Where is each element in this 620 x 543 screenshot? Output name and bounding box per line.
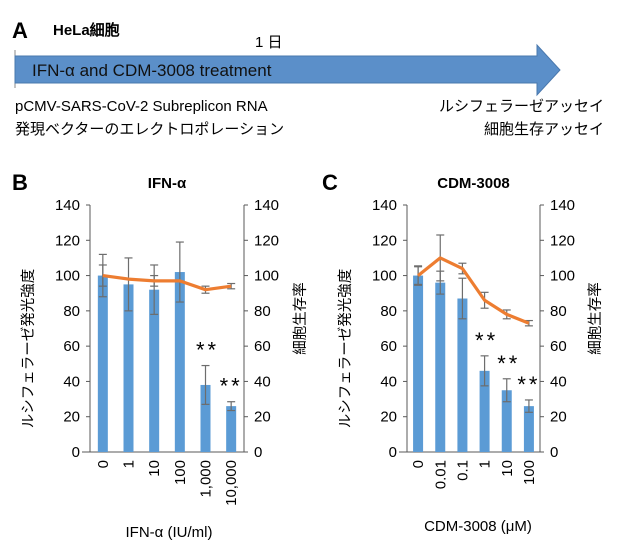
left-tick-label: 40 — [63, 373, 80, 390]
left-tick-label: 40 — [380, 373, 397, 390]
x-tick-label: 0 — [95, 460, 112, 468]
left-tick-label: 80 — [380, 303, 397, 320]
left-tick-label: 140 — [55, 197, 80, 214]
bar — [435, 282, 446, 452]
cell-line-label: HeLa細胞 — [53, 21, 120, 39]
duration-label: 1 日 — [255, 34, 283, 51]
right-tick-label: 40 — [550, 373, 567, 390]
x-tick-label: 0.1 — [454, 460, 471, 481]
chart-title: CDM-3008 — [437, 175, 510, 192]
panel-label: C — [322, 170, 338, 195]
left-note-line-1: pCMV-SARS-CoV-2 Subreplicon RNA — [15, 98, 268, 115]
bar — [501, 390, 512, 452]
right-note-line-2: 細胞生存アッセイ — [484, 121, 604, 138]
left-y-axis-label: ルシフェラーゼ発光強度 — [20, 269, 37, 429]
left-tick-label: 0 — [389, 444, 397, 461]
left-tick-label: 60 — [63, 338, 80, 355]
panel-label: B — [12, 170, 28, 195]
bar — [523, 406, 534, 452]
left-tick-label: 80 — [63, 303, 80, 320]
left-tick-label: 140 — [372, 197, 397, 214]
x-tick-label: 10 — [499, 460, 516, 477]
left-tick-label: 0 — [72, 444, 80, 461]
significance-mark: ** — [517, 372, 540, 397]
left-tick-label: 60 — [380, 338, 397, 355]
left-tick-label: 100 — [55, 268, 80, 285]
timeline-arrow — [14, 43, 561, 97]
x-tick-label: 0.01 — [432, 460, 449, 489]
bar — [226, 406, 237, 452]
left-y-axis-label: ルシフェラーゼ発光強度 — [337, 269, 354, 429]
bar — [479, 370, 490, 452]
panel-a: A HeLa細胞 1 日 IFN-α and CDM-3008 treatmen… — [12, 18, 604, 138]
x-tick-label: 10,000 — [223, 460, 240, 506]
panel-a-label: A — [12, 18, 28, 43]
left-tick-label: 120 — [372, 232, 397, 249]
bar — [200, 384, 211, 452]
right-y-axis-label: 細胞生存率 — [587, 282, 604, 355]
right-note-line-1: ルシフェラーゼアッセイ — [439, 98, 604, 115]
right-tick-label: 80 — [550, 303, 567, 320]
right-tick-label: 120 — [254, 232, 279, 249]
x-tick-label: 100 — [172, 460, 189, 485]
treatment-label: IFN-α and CDM-3008 treatment — [32, 61, 272, 80]
bar — [149, 289, 160, 452]
bar — [457, 298, 468, 452]
right-tick-label: 60 — [254, 338, 271, 355]
bar — [174, 272, 185, 452]
significance-mark: ** — [196, 338, 219, 363]
bar — [97, 275, 108, 452]
left-tick-label: 20 — [380, 409, 397, 426]
significance-mark: ** — [220, 374, 243, 399]
right-tick-label: 0 — [254, 444, 262, 461]
x-axis-label: IFN-α (IU/ml) — [126, 524, 213, 541]
right-tick-label: 140 — [254, 197, 279, 214]
x-tick-label: 1 — [477, 460, 494, 468]
right-tick-label: 100 — [254, 268, 279, 285]
right-tick-label: 80 — [254, 303, 271, 320]
right-tick-label: 60 — [550, 338, 567, 355]
right-tick-label: 120 — [550, 232, 575, 249]
right-tick-label: 40 — [254, 373, 271, 390]
x-tick-label: 1 — [121, 460, 138, 468]
x-tick-label: 100 — [521, 460, 538, 485]
significance-mark: ** — [497, 351, 520, 376]
left-note-line-2: 発現ベクターのエレクトロポレーション — [15, 121, 284, 138]
significance-mark: ** — [475, 328, 498, 353]
x-tick-label: 10 — [146, 460, 163, 477]
right-tick-label: 140 — [550, 197, 575, 214]
x-tick-label: 1,000 — [198, 460, 215, 498]
right-y-axis-label: 細胞生存率 — [292, 282, 309, 355]
left-tick-label: 20 — [63, 409, 80, 426]
chart-title: IFN-α — [148, 175, 187, 192]
viability-line — [102, 273, 232, 292]
x-axis-label: CDM-3008 (μM) — [424, 518, 532, 535]
bar — [123, 284, 134, 452]
viability-line — [417, 256, 530, 325]
x-tick-label: 0 — [410, 460, 427, 468]
bar — [413, 275, 424, 452]
right-tick-label: 0 — [550, 444, 558, 461]
right-tick-label: 20 — [550, 409, 567, 426]
right-tick-label: 100 — [550, 268, 575, 285]
left-tick-label: 120 — [55, 232, 80, 249]
left-tick-label: 100 — [372, 268, 397, 285]
right-tick-label: 20 — [254, 409, 271, 426]
